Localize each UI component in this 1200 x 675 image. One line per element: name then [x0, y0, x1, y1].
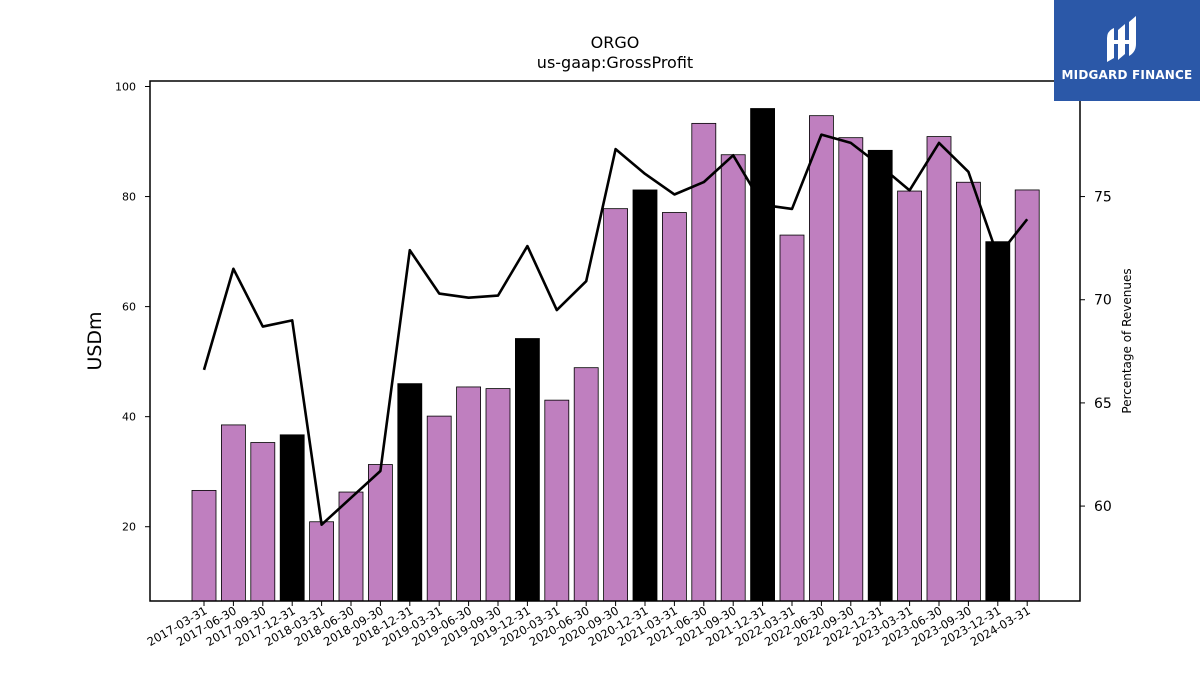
- bar-2019-12-31: [515, 338, 540, 602]
- midgard-logo: MIDGARD FINANCE: [1054, 0, 1200, 101]
- bar-2017-09-30: [250, 442, 276, 602]
- y-axis-label: USDm: [84, 311, 106, 370]
- y-axis-left: 20 40 60 80 100: [115, 81, 150, 534]
- bar-2019-09-30: [485, 388, 511, 602]
- bar-2023-09-30: [956, 181, 981, 602]
- bar-2022-09-30: [838, 137, 864, 602]
- bar-2023-06-30: [926, 136, 952, 602]
- bar-2020-12-31: [632, 189, 658, 602]
- bar-2022-12-31: [867, 149, 893, 602]
- bar-2021-03-31: [662, 212, 687, 602]
- bar-2020-03-31: [544, 399, 570, 602]
- bar-2017-12-31: [279, 434, 305, 602]
- x-axis: 2017-03-312017-06-302017-09-302017-12-31…: [145, 601, 1033, 649]
- bar-series: [191, 108, 1040, 602]
- plot-frame: [149, 80, 1081, 602]
- bar-2022-03-31: [779, 234, 805, 602]
- bar-2018-03-31: [309, 521, 335, 602]
- midgard-logo-icon: [1107, 16, 1136, 62]
- y2-tick-label: 65: [1094, 396, 1112, 412]
- bar-2022-06-30: [809, 115, 834, 602]
- line-percentage-of-revenues: [202, 133, 1029, 526]
- y-tick-label: 100: [115, 81, 136, 94]
- bar-2019-06-30: [456, 386, 482, 602]
- bar-2023-03-31: [897, 190, 922, 602]
- bar-2021-09-30: [720, 154, 746, 602]
- bar-2019-03-31: [426, 415, 452, 602]
- y-tick-label: 40: [122, 411, 136, 424]
- bar-2018-09-30: [367, 464, 393, 602]
- chart-title: ORGO: [591, 33, 640, 52]
- y2-tick-label: 70: [1094, 293, 1112, 309]
- bar-2018-12-31: [397, 383, 423, 602]
- bar-2023-12-31: [985, 241, 1011, 602]
- bar-2018-06-30: [338, 491, 364, 602]
- bar-2020-09-30: [603, 208, 628, 602]
- bar-2024-03-31: [1014, 189, 1040, 602]
- bar-2017-03-31: [191, 489, 217, 602]
- y2-axis-label: Percentage of Revenues: [1120, 268, 1134, 413]
- y2-tick-label: 75: [1094, 190, 1112, 206]
- y-tick-label: 80: [122, 191, 136, 204]
- y-tick-label: 60: [122, 301, 136, 314]
- logo-text: MIDGARD FINANCE: [1061, 68, 1193, 82]
- y-axis-right: 60 65 70 75: [1080, 190, 1112, 515]
- chart-subtitle: us-gaap:GrossProfit: [537, 53, 693, 72]
- y2-tick-label: 60: [1094, 499, 1112, 515]
- bar-2021-06-30: [691, 122, 717, 602]
- y-tick-label: 20: [122, 521, 136, 534]
- line-series: [202, 133, 1029, 526]
- bar-2020-06-30: [573, 367, 599, 602]
- bar-2021-12-31: [750, 108, 775, 602]
- bar-2017-06-30: [220, 424, 246, 602]
